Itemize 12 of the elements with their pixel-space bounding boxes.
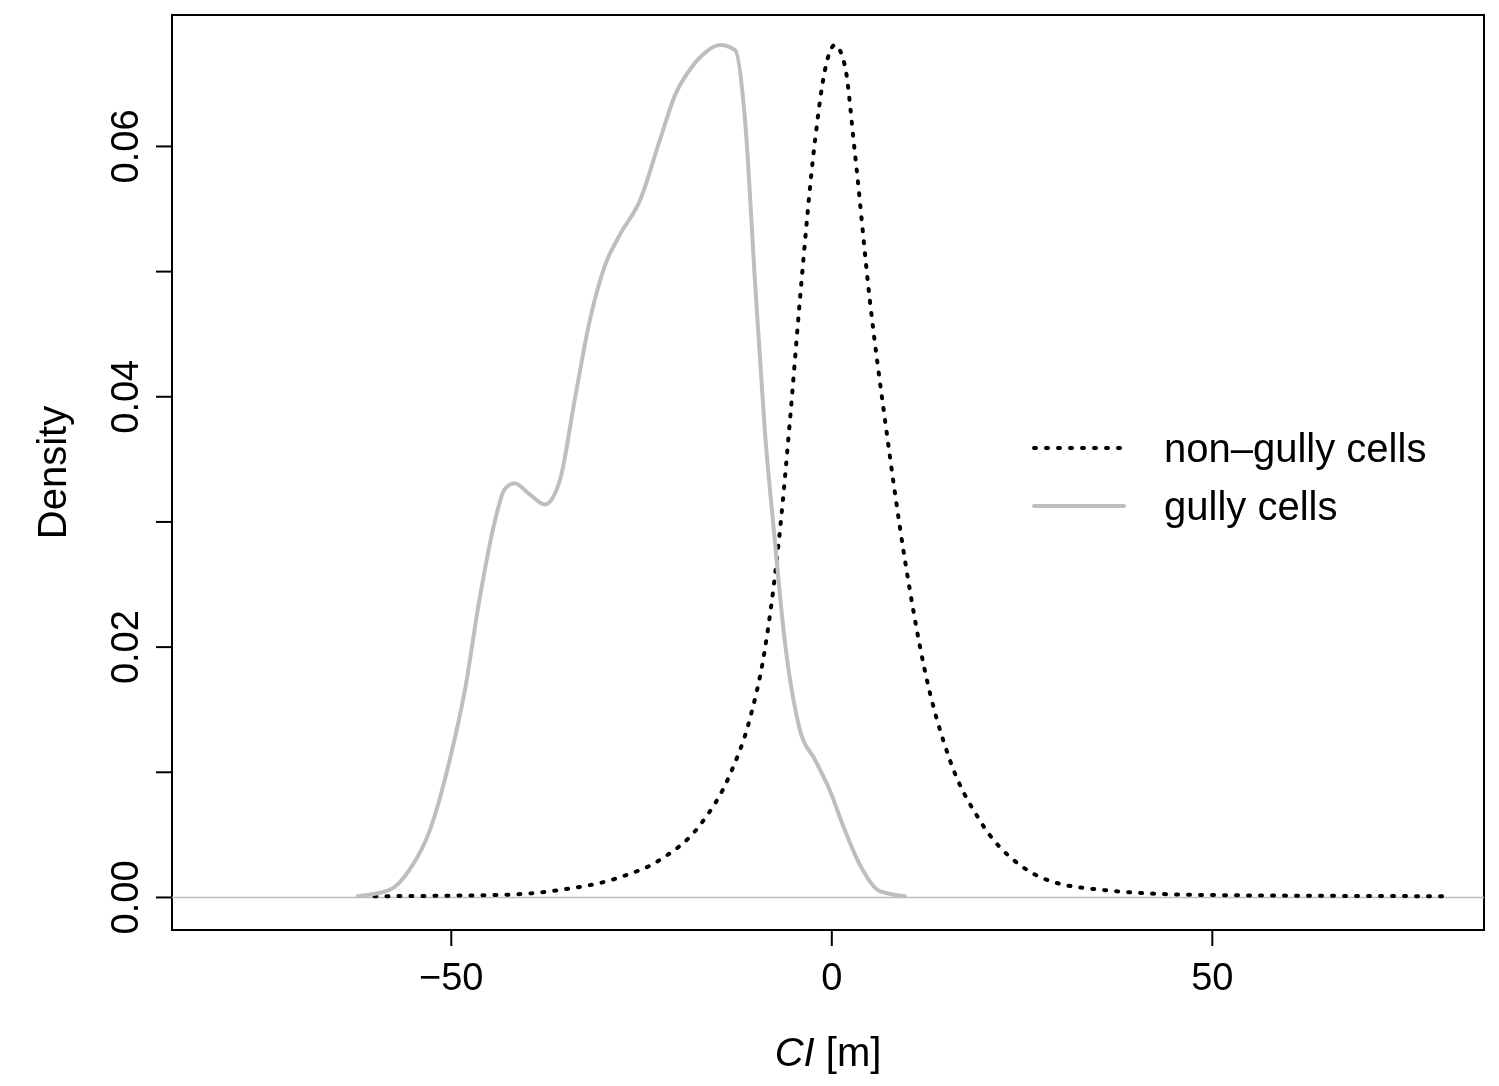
- y-tick-label: 0.00: [104, 860, 146, 935]
- legend-label: gully cells: [1164, 484, 1338, 528]
- legend-label: non–gully cells: [1164, 426, 1427, 470]
- x-tick-label: −50: [419, 956, 484, 998]
- x-axis-title: CI [m]: [774, 1030, 882, 1074]
- line-series: [372, 43, 1447, 899]
- x-tick-label: 0: [821, 956, 843, 998]
- y-tick-label: 0.06: [104, 109, 146, 184]
- y-axis-title: Density: [30, 405, 74, 540]
- x-tick-label: 50: [1191, 956, 1234, 998]
- y-tick-label: 0.04: [104, 359, 146, 434]
- y-tick-label: 0.02: [104, 610, 146, 685]
